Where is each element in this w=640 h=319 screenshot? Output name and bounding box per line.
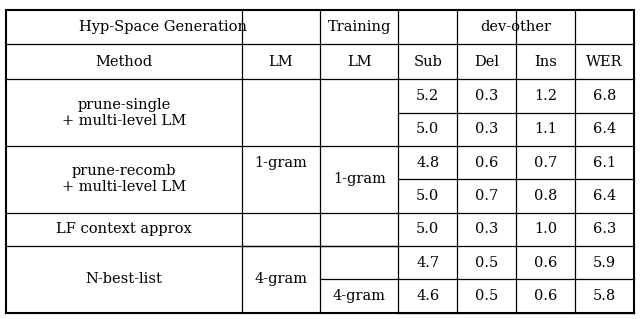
Text: dev-other: dev-other <box>481 20 552 34</box>
Text: 5.0: 5.0 <box>416 222 440 236</box>
Text: 1.2: 1.2 <box>534 89 557 103</box>
Text: 1.0: 1.0 <box>534 222 557 236</box>
Text: 1.1: 1.1 <box>534 122 557 136</box>
Text: 0.5: 0.5 <box>475 289 498 303</box>
Text: 0.6: 0.6 <box>534 256 557 270</box>
Text: Ins: Ins <box>534 55 557 69</box>
Text: 5.0: 5.0 <box>416 189 440 203</box>
Text: 6.3: 6.3 <box>593 222 616 236</box>
Text: Del: Del <box>474 55 499 69</box>
Text: 5.2: 5.2 <box>416 89 440 103</box>
Text: 6.8: 6.8 <box>593 89 616 103</box>
Text: 4.6: 4.6 <box>416 289 440 303</box>
Text: 5.0: 5.0 <box>416 122 440 136</box>
Text: LM: LM <box>269 55 293 69</box>
Text: Sub: Sub <box>413 55 442 69</box>
Text: 0.7: 0.7 <box>534 156 557 170</box>
Text: 6.4: 6.4 <box>593 122 616 136</box>
Text: 0.3: 0.3 <box>475 222 499 236</box>
Text: 4-gram: 4-gram <box>333 289 386 303</box>
Text: LF context approx: LF context approx <box>56 222 192 236</box>
Text: 5.9: 5.9 <box>593 256 616 270</box>
Text: prune-single
+ multi-level LM: prune-single + multi-level LM <box>62 98 186 128</box>
Text: 1-gram: 1-gram <box>333 172 386 186</box>
Text: Hyp-Space Generation: Hyp-Space Generation <box>79 20 247 34</box>
Text: 0.5: 0.5 <box>475 256 498 270</box>
Text: 4-gram: 4-gram <box>254 272 307 286</box>
Text: LM: LM <box>347 55 371 69</box>
Text: 6.1: 6.1 <box>593 156 616 170</box>
Text: 0.6: 0.6 <box>534 289 557 303</box>
Text: N-best-list: N-best-list <box>86 272 163 286</box>
Text: WER: WER <box>586 55 623 69</box>
Text: 0.3: 0.3 <box>475 89 499 103</box>
Text: 0.6: 0.6 <box>475 156 499 170</box>
Text: 0.3: 0.3 <box>475 122 499 136</box>
Text: 6.4: 6.4 <box>593 189 616 203</box>
Text: 1-gram: 1-gram <box>254 156 307 170</box>
Text: 5.8: 5.8 <box>593 289 616 303</box>
Text: 4.7: 4.7 <box>416 256 440 270</box>
Text: Method: Method <box>95 55 152 69</box>
Text: 0.8: 0.8 <box>534 189 557 203</box>
Text: 0.7: 0.7 <box>475 189 498 203</box>
Text: 4.8: 4.8 <box>416 156 440 170</box>
Text: Training: Training <box>328 20 391 34</box>
Text: prune-recomb
+ multi-level LM: prune-recomb + multi-level LM <box>62 164 186 194</box>
